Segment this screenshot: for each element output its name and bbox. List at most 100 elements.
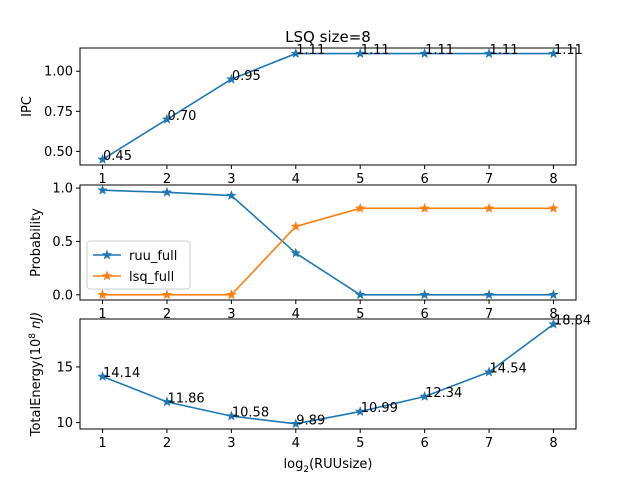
- panels: 1 2 3 4 5 6 7 8 0.50 0.75 1.00 LSQ size=8 IPC 0.45 0.7…: [20, 28, 591, 475]
- data-label: 10.99: [361, 401, 398, 416]
- x-tick-label: 3: [227, 307, 235, 322]
- data-point: [97, 153, 108, 164]
- series-1: 0.45 0.70 0.95 1.11 1.11 1.11 1.11 1.11: [97, 43, 583, 164]
- x-tick-label: 5: [356, 307, 364, 322]
- data-point: [419, 391, 430, 401]
- data-point: [97, 289, 108, 300]
- axes-frame: [79, 47, 577, 166]
- legend: ruu_full lsq_full: [86, 240, 191, 290]
- x-tick-label: 2: [163, 172, 171, 187]
- y-tick-label: 0.5: [52, 235, 73, 250]
- x-tick-label: 6: [420, 436, 428, 451]
- data-point: [548, 48, 559, 59]
- data-point: [355, 48, 366, 59]
- data-point: [355, 406, 366, 416]
- data-label: 0.45: [103, 149, 132, 164]
- panel-1: 1 2 3 4 5 6 7 8 0.50 0.75 1.00 LSQ size=8 IPC 0.45 0.7…: [20, 28, 583, 187]
- series-line: [102, 323, 554, 425]
- legend-marker: [101, 270, 113, 281]
- data-point: [290, 48, 301, 59]
- data-label: 1.11: [490, 43, 519, 58]
- x-tick-label: 2: [163, 436, 171, 451]
- x-tick-label: 7: [485, 436, 493, 451]
- x-tick-label: 8: [549, 436, 557, 451]
- legend-marker: [101, 249, 113, 260]
- data-point: [355, 289, 366, 300]
- x-tick-label: 6: [420, 307, 428, 322]
- series-line: [102, 52, 554, 161]
- data-point: [290, 221, 301, 231]
- chart-title: LSQ size=8: [285, 28, 371, 46]
- legend-label: ruu_full: [129, 249, 177, 264]
- axes-frame: [79, 318, 577, 430]
- data-point: [483, 289, 495, 300]
- data-point: [97, 184, 108, 195]
- y-tick-label: 1.0: [52, 182, 73, 197]
- axes-frame: [79, 184, 577, 301]
- data-label: 1.11: [554, 43, 583, 58]
- x-tick-label: 7: [485, 172, 493, 187]
- x-tick-label: 1: [98, 436, 106, 451]
- data-label: 14.14: [103, 366, 140, 381]
- x-tick-label: 7: [485, 307, 493, 322]
- data-label: 0.95: [232, 69, 261, 84]
- data-label: 11.86: [167, 391, 204, 406]
- x-tick-label: 4: [292, 307, 300, 322]
- y-tick-label: 0.0: [52, 288, 73, 303]
- data-point: [483, 48, 495, 59]
- data-point: [355, 202, 366, 213]
- legend-box: [86, 240, 191, 290]
- data-label: 0.70: [167, 109, 196, 124]
- series-1: 14.14 11.86 10.58 9.89 10.99 12.34 14.54 18.84: [97, 314, 591, 428]
- data-point: [548, 318, 559, 329]
- data-point: [161, 113, 173, 124]
- y-tick-label: 0.50: [44, 145, 73, 160]
- y-tick-label: 1.00: [44, 65, 73, 80]
- data-point: [548, 202, 559, 213]
- series-lsq_full: [97, 202, 559, 300]
- x-axis-label: log2(RUUsize): [284, 457, 373, 475]
- y-axis-label: IPC: [20, 96, 35, 117]
- data-point: [161, 396, 173, 407]
- data-point: [483, 366, 495, 377]
- y-tick-label: 0.75: [44, 105, 73, 120]
- data-label: 1.11: [361, 43, 390, 58]
- data-point: [419, 202, 430, 213]
- y-tick-label: 15: [56, 360, 73, 375]
- data-point: [226, 289, 237, 300]
- x-tick-label: 3: [227, 436, 235, 451]
- panel-2: 1 2 3 4 5 6 7 8 0.0 0.5 1.0 Probability ruu_full lsq_…: [29, 182, 577, 322]
- data-point: [419, 289, 430, 300]
- data-point: [226, 410, 237, 421]
- data-label: 14.54: [490, 362, 527, 377]
- panel-3: 1 2 3 4 5 6 7 8 10 15 TotalEnergy(108 nJ) log2(RUUs…: [28, 312, 591, 475]
- x-tick-label: 3: [227, 172, 235, 187]
- series-ruu_full: [97, 184, 559, 300]
- data-label: 1.11: [296, 43, 325, 58]
- data-point: [483, 202, 495, 213]
- data-point: [97, 371, 108, 381]
- data-point: [290, 247, 301, 258]
- x-tick-label: 1: [98, 307, 106, 322]
- x-tick-label: 4: [292, 172, 300, 187]
- legend-label: lsq_full: [129, 270, 174, 285]
- x-tick-label: 2: [163, 307, 171, 322]
- x-tick-label: 8: [549, 172, 557, 187]
- data-point: [161, 289, 173, 300]
- data-label: 9.89: [296, 413, 325, 428]
- x-tick-label: 8: [549, 307, 557, 322]
- y-axis-label: TotalEnergy(108 nJ): [28, 312, 44, 438]
- data-label: 18.84: [554, 314, 591, 329]
- x-tick-label: 1: [98, 172, 106, 187]
- y-axis-label: Probability: [29, 208, 44, 277]
- data-label: 12.34: [425, 386, 462, 401]
- data-point: [226, 190, 237, 200]
- series-line: [102, 189, 554, 296]
- data-point: [226, 73, 237, 84]
- x-tick-label: 5: [356, 172, 364, 187]
- data-point: [161, 186, 173, 197]
- data-label: 10.58: [232, 406, 269, 421]
- x-tick-label: 6: [420, 172, 428, 187]
